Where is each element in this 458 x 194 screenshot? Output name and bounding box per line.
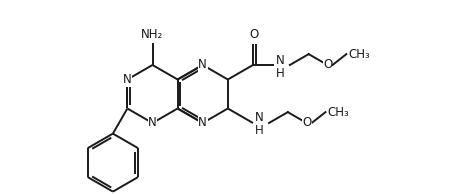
Text: CH₃: CH₃ (349, 48, 370, 61)
Text: N: N (123, 73, 132, 86)
Text: N: N (198, 117, 207, 130)
Text: N: N (148, 117, 157, 130)
Text: CH₃: CH₃ (327, 106, 349, 119)
Text: O: O (249, 28, 259, 41)
Text: NH₂: NH₂ (142, 28, 164, 41)
Text: N
H: N H (255, 111, 264, 137)
Text: O: O (323, 59, 332, 72)
Text: N
H: N H (276, 54, 284, 80)
Text: N: N (198, 59, 207, 72)
Text: O: O (302, 117, 311, 130)
